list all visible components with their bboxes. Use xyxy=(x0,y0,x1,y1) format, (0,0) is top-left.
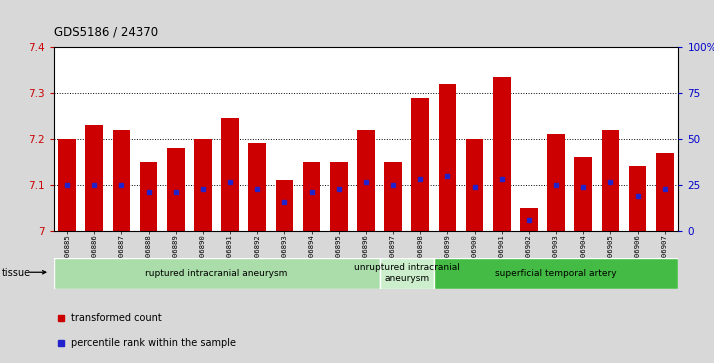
Bar xyxy=(248,143,266,231)
Text: GDS5186 / 24370: GDS5186 / 24370 xyxy=(54,25,158,38)
Text: superficial temporal artery: superficial temporal artery xyxy=(496,269,617,278)
Bar xyxy=(113,130,130,231)
Bar xyxy=(167,148,185,231)
Bar xyxy=(466,139,483,231)
Bar xyxy=(380,258,434,289)
Bar xyxy=(384,162,402,231)
Bar xyxy=(357,130,375,231)
Text: transformed count: transformed count xyxy=(71,313,162,323)
Bar xyxy=(330,162,348,231)
Bar xyxy=(59,139,76,231)
Bar xyxy=(86,125,103,231)
Bar xyxy=(656,152,673,231)
Bar xyxy=(547,134,565,231)
Bar xyxy=(194,139,212,231)
Bar xyxy=(303,162,321,231)
Bar xyxy=(140,162,158,231)
Bar xyxy=(602,130,619,231)
Bar xyxy=(276,180,293,231)
Text: percentile rank within the sample: percentile rank within the sample xyxy=(71,338,236,348)
Bar xyxy=(574,157,592,231)
Bar xyxy=(520,208,538,231)
Bar xyxy=(629,166,646,231)
Text: ruptured intracranial aneurysm: ruptured intracranial aneurysm xyxy=(146,269,288,278)
Text: unruptured intracranial
aneurysm: unruptured intracranial aneurysm xyxy=(353,264,460,283)
Bar xyxy=(434,258,678,289)
Bar xyxy=(438,84,456,231)
Bar xyxy=(411,98,429,231)
Bar xyxy=(54,258,380,289)
Bar xyxy=(493,77,511,231)
Text: tissue: tissue xyxy=(1,268,31,278)
Bar xyxy=(221,118,239,231)
